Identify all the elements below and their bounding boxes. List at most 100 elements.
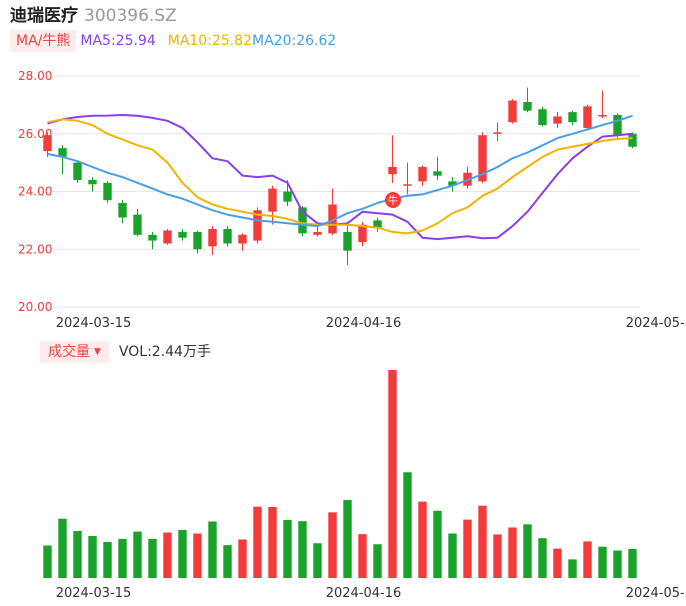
- volume-bar: [223, 545, 232, 578]
- candle-body: [43, 135, 52, 152]
- candle-body: [388, 166, 397, 175]
- volume-bar: [148, 538, 157, 578]
- volume-x-axis: 2024-03-15 2024-04-16 2024-05-16: [56, 586, 686, 601]
- candle-body: [313, 231, 322, 235]
- candle-body: [403, 184, 412, 186]
- volume-bar: [283, 519, 292, 578]
- ma-indicator-selector[interactable]: MA/牛熊: [10, 30, 77, 52]
- volume-bar: [253, 506, 262, 578]
- candle-body: [448, 181, 457, 186]
- candlesticks: [43, 87, 637, 266]
- volume-bar: [43, 545, 52, 578]
- candle-body: [358, 224, 367, 243]
- candle-body: [88, 179, 97, 185]
- price-x-axis: 2024-03-15 2024-04-16 2024-05-16: [56, 316, 686, 331]
- candle-body: [103, 182, 112, 201]
- volume-bar: [628, 548, 637, 578]
- candle-body: [238, 234, 247, 244]
- volume-bars: [43, 370, 637, 578]
- volume-bar: [103, 542, 112, 578]
- stock-header: 迪瑞医疗 300396.SZ: [10, 4, 177, 28]
- candle-body: [598, 114, 607, 117]
- ma10-value: MA10:25.82: [167, 33, 253, 49]
- price-grid: [52, 75, 640, 308]
- candle-body: [118, 203, 127, 218]
- candle-body: [73, 162, 82, 180]
- candle-body: [433, 171, 442, 176]
- volume-bar: [463, 519, 472, 578]
- volume-bar: [373, 544, 382, 578]
- volume-bar: [388, 370, 397, 578]
- candle-body: [628, 133, 637, 147]
- candle-body: [223, 229, 232, 244]
- y-tick-label: 20.00: [18, 300, 52, 314]
- volume-bar: [403, 472, 412, 578]
- x-tick-label: 2024-05-16: [626, 586, 686, 601]
- candle-body: [583, 106, 592, 128]
- volume-bar: [178, 530, 187, 578]
- volume-bar: [133, 531, 142, 578]
- volume-bar: [358, 534, 367, 578]
- volume-bar: [583, 541, 592, 578]
- ma10-line: [47, 118, 633, 235]
- candle-body: [58, 148, 67, 157]
- volume-bar: [238, 539, 247, 578]
- ma5-value: MA5:25.94: [80, 33, 156, 49]
- volume-bar: [418, 501, 427, 578]
- ma-lines: [47, 114, 633, 241]
- volume-bar: [298, 521, 307, 578]
- volume-bar: [448, 533, 457, 578]
- candle-body: [418, 166, 427, 182]
- candle-body: [163, 230, 172, 244]
- candle-body: [523, 101, 532, 111]
- volume-bar: [478, 505, 487, 578]
- candle-body: [253, 210, 262, 241]
- candle-body: [148, 234, 157, 241]
- volume-bar: [508, 527, 517, 578]
- candle-body: [133, 214, 142, 235]
- volume-legend: 成交量 ▼ VOL:2.44万手: [40, 341, 211, 363]
- volume-bar: [613, 550, 622, 578]
- x-tick-label: 2024-04-16: [326, 586, 402, 601]
- volume-bar: [268, 506, 277, 578]
- volume-bar: [568, 559, 577, 578]
- volume-value: VOL:2.44万手: [118, 344, 211, 360]
- candle-body: [568, 112, 577, 123]
- candle-body: [373, 220, 382, 228]
- volume-bar: [88, 536, 97, 578]
- y-tick-label: 22.00: [18, 242, 52, 256]
- bull-badge-circle: [385, 192, 401, 208]
- volume-bar: [343, 500, 352, 578]
- candle-body: [493, 132, 502, 134]
- candle-body: [538, 109, 547, 126]
- candle-body: [553, 116, 562, 124]
- bull-signal-badge: 牛: [385, 192, 401, 208]
- x-tick-label: 2024-03-15: [56, 586, 132, 601]
- candle-body: [268, 188, 277, 212]
- volume-bar: [193, 533, 202, 578]
- x-tick-label: 2024-03-15: [56, 316, 132, 331]
- candle-body: [178, 231, 187, 238]
- candle-body: [343, 231, 352, 251]
- volume-bar: [73, 530, 82, 578]
- volume-indicator-selector[interactable]: 成交量 ▼: [40, 341, 109, 363]
- volume-bar: [538, 538, 547, 578]
- candle-body: [193, 231, 202, 250]
- y-tick-label: 28.00: [18, 69, 52, 83]
- volume-bar: [553, 548, 562, 578]
- volume-tag-label: 成交量: [48, 344, 90, 360]
- volume-bar: [598, 546, 607, 578]
- y-tick-label: 24.00: [18, 185, 52, 199]
- candle-body: [298, 207, 307, 234]
- volume-bar: [163, 532, 172, 578]
- volume-bar: [328, 512, 337, 578]
- ma-legend: MA/牛熊 MA5:25.94 MA10:25.82MA20:26.62: [10, 30, 336, 52]
- volume-bar: [118, 538, 127, 578]
- volume-bar: [493, 534, 502, 578]
- volume-bar: [433, 510, 442, 578]
- x-tick-label: 2024-04-16: [326, 316, 402, 331]
- ma20-line: [47, 114, 633, 228]
